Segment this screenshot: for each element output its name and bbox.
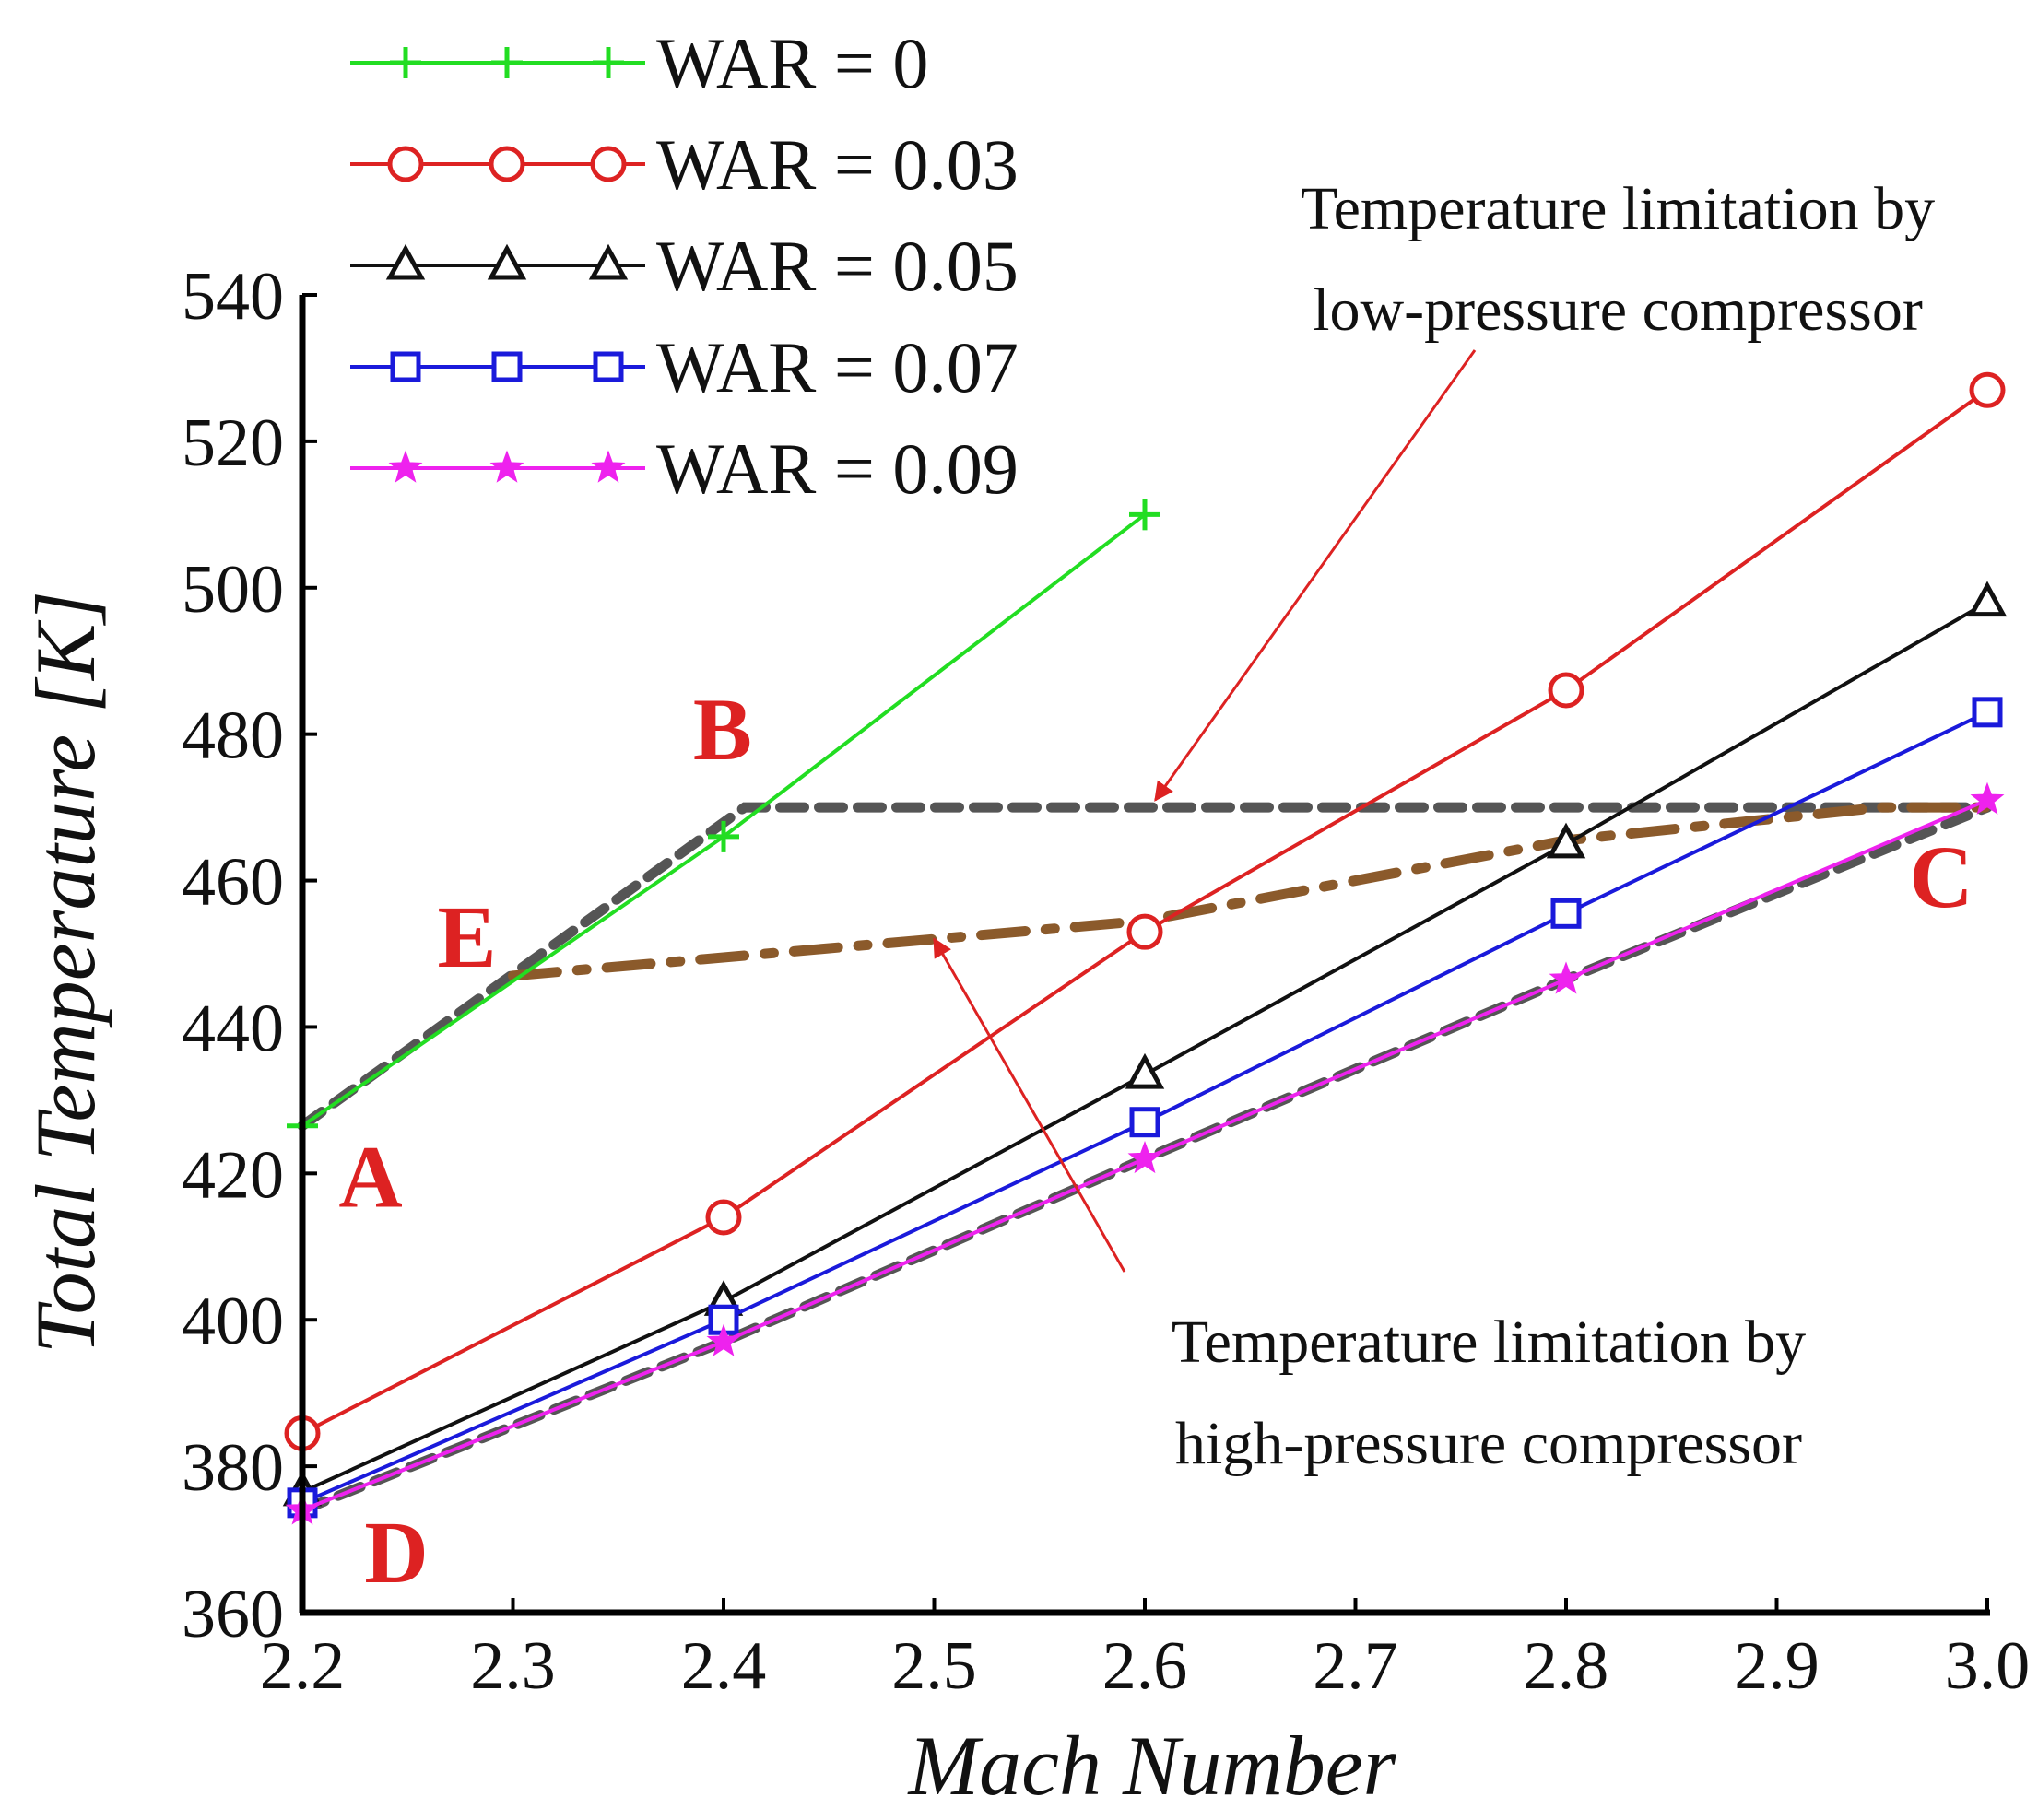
legend-entry-war-0-marker-1 (491, 47, 523, 78)
x-tick-label-2-7: 2.7 (1313, 1628, 1398, 1704)
legend-entry-war-0-09-marker-1 (489, 450, 524, 483)
y-tick-label-520: 520 (182, 405, 284, 481)
legend: WAR = 0 WAR = 0.03 WAR = 0.05 WAR = 0.07 WAR… (350, 23, 1019, 509)
legend-entry-war-0-03-marker-0 (387, 146, 424, 182)
point-label-b: B (693, 680, 752, 779)
series-war-0-point-2 (1129, 499, 1160, 531)
series-war-0-07-point-2 (1129, 1107, 1160, 1138)
series-war-0-09-point-2 (1127, 1140, 1162, 1174)
legend-entry-war-0-03: WAR = 0.03 (350, 124, 1019, 205)
series-war-0-07-point-1 (708, 1304, 739, 1335)
series-war-0-07-point-4 (1972, 697, 2003, 728)
x-axis-title: Mach Number (907, 1719, 1397, 1813)
series-war-0-09-point-4 (1970, 781, 2005, 815)
axes (299, 293, 1990, 1616)
x-tick-label-2-4: 2.4 (681, 1628, 767, 1704)
legend-entry-war-0-09-marker-2 (591, 450, 626, 483)
legend-entry-war-0-marker-2 (593, 47, 624, 78)
series-war-0-03-point-2 (1126, 913, 1163, 950)
x-tick-label-2-3: 2.3 (470, 1628, 556, 1704)
series-war-0-05-point-4 (1967, 581, 2008, 617)
limit-line-combined-limit (508, 802, 1993, 981)
legend-entry-war-0-05: WAR = 0.05 (350, 226, 1019, 306)
legend-entry-war-0-03-marker-1 (489, 146, 525, 182)
annotation-1-arrow (1154, 349, 1477, 802)
y-tick-label-380: 380 (182, 1430, 284, 1506)
legend-entry-war-0-09-label: WAR = 0.09 (656, 429, 1019, 509)
x-tick-label-3-0: 3.0 (1945, 1628, 2031, 1704)
series-war-0-07-point-3 (1550, 898, 1582, 929)
series-war-0-09-point-1 (706, 1323, 741, 1356)
point-labels: A B C D E (338, 680, 1973, 1602)
legend-entry-war-0-07: WAR = 0.07 (350, 327, 1019, 407)
x-tick-label-2-6: 2.6 (1102, 1628, 1188, 1704)
point-label-c: C (1909, 828, 1973, 926)
x-tick-label-2-2: 2.2 (260, 1628, 346, 1704)
annotation-2: Temperature limitation by high-pressure c… (933, 937, 1806, 1477)
series-layer (282, 371, 2008, 1525)
y-axis-title: Total Temperature [K] (18, 591, 112, 1354)
annotation-1-line-2: low-pressure compressor (1313, 276, 1923, 344)
y-tick-label-360: 360 (182, 1577, 284, 1652)
legend-entry-war-0-03-marker-2 (590, 146, 627, 182)
legend-entry-war-0-09: WAR = 0.09 (350, 429, 1019, 509)
series-war-0-03-point-1 (705, 1199, 742, 1236)
y-tick-label-440: 440 (182, 991, 284, 1066)
tick-labels: 2.2 2.3 2.4 2.5 2.6 2.7 2.8 2.9 3.0 360 380 400 420 4… (182, 259, 2030, 1704)
limit-line-low-pressure-compressor-limit (297, 802, 1993, 1132)
legend-entry-war-0-marker-0 (390, 47, 421, 78)
point-label-a: A (338, 1128, 402, 1227)
y-tick-label-420: 420 (182, 1137, 284, 1213)
annotation-2-arrow (933, 937, 1126, 1273)
legend-entry-war-0-07-marker-2 (593, 351, 624, 382)
series-war-0-03-point-3 (1548, 672, 1584, 709)
series-war-0-05-point-2 (1125, 1052, 1165, 1089)
legend-entry-war-0-09-marker-0 (388, 450, 423, 483)
series-war-0-05-point-3 (1546, 822, 1586, 859)
annotation-1-line-1: Temperature limitation by (1301, 175, 1935, 242)
y-tick-label-460: 460 (182, 845, 284, 921)
y-tick-label-400: 400 (182, 1284, 284, 1359)
series-war-0-03 (284, 371, 2006, 1451)
legend-entry-war-0-03-label: WAR = 0.03 (656, 124, 1019, 205)
y-tick-label-540: 540 (182, 259, 284, 335)
x-tick-label-2-8: 2.8 (1524, 1628, 1609, 1704)
series-war-0-03-point-4 (1969, 371, 2006, 408)
x-tick-label-2-5: 2.5 (891, 1628, 977, 1704)
point-label-d: D (364, 1503, 428, 1602)
annotation-2-line-2: high-pressure compressor (1175, 1410, 1802, 1477)
x-tick-label-2-9: 2.9 (1734, 1628, 1820, 1704)
legend-entry-war-0-07-marker-0 (390, 351, 421, 382)
legend-entry-war-0-label: WAR = 0 (656, 23, 928, 103)
legend-entry-war-0-05-marker-1 (487, 243, 527, 280)
annotation-1: Temperature limitation by low-pressure co… (1154, 175, 1935, 802)
legend-entry-war-0-07-label: WAR = 0.07 (656, 327, 1019, 407)
annotations: Temperature limitation by low-pressure co… (933, 175, 1935, 1477)
y-tick-label-480: 480 (182, 699, 284, 774)
series-war-0-point-1 (708, 820, 739, 852)
legend-entry-war-0-05-label: WAR = 0.05 (656, 226, 1019, 306)
legend-entry-war-0-07-marker-1 (491, 351, 523, 382)
annotation-2-line-1: Temperature limitation by (1172, 1309, 1806, 1376)
point-label-e: E (437, 887, 496, 986)
legend-entry-war-0-05-marker-2 (588, 243, 629, 280)
y-tick-label-500: 500 (182, 552, 284, 628)
legend-entry-war-0: WAR = 0 (350, 23, 928, 103)
legend-entry-war-0-05-marker-0 (385, 243, 426, 280)
series-war-0-09-point-3 (1549, 961, 1584, 994)
